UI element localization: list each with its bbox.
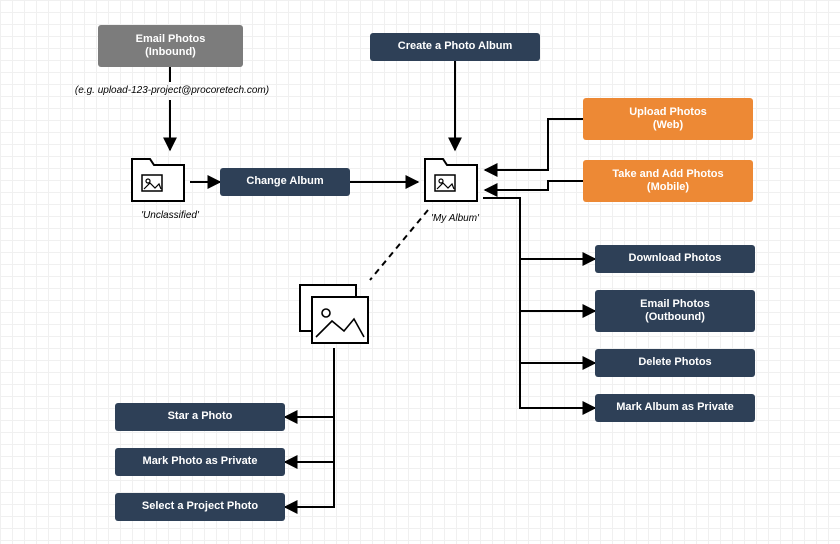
edge-upload-to-folder2 [485, 119, 583, 170]
node-mark-photo-priv: Mark Photo as Private [115, 448, 285, 476]
folder-unclassified-icon [130, 155, 186, 208]
photo-stack-icon [298, 283, 370, 350]
edge-photo-to-markphoto [285, 417, 334, 462]
node-select-project: Select a Project Photo [115, 493, 285, 521]
node-email-outbound: Email Photos(Outbound) [595, 290, 755, 332]
edge-folder2-to-emailout [520, 259, 595, 311]
node-take-mobile: Take and Add Photos(Mobile) [583, 160, 753, 202]
node-star-photo: Star a Photo [115, 403, 285, 431]
edge-folder2-to-markalbum [520, 363, 595, 408]
edge-photo-to-star [285, 348, 334, 417]
node-delete: Delete Photos [595, 349, 755, 377]
node-create-album: Create a Photo Album [370, 33, 540, 61]
node-download: Download Photos [595, 245, 755, 273]
edge-photo-to-select [285, 462, 334, 507]
node-upload-web: Upload Photos(Web) [583, 98, 753, 140]
caption-upload-example: (e.g. upload-123-project@procoretech.com… [72, 85, 272, 96]
edge-folder2-to-delete [520, 311, 595, 363]
node-email-inbound: Email Photos(Inbound) [98, 25, 243, 67]
caption-my-album: 'My Album' [410, 213, 500, 224]
caption-unclassified: 'Unclassified' [115, 210, 225, 221]
edge-folder2-to-download [483, 198, 595, 259]
edge-mobile-to-folder2 [485, 181, 583, 190]
folder-myalbum-icon [423, 155, 479, 208]
node-change-album: Change Album [220, 168, 350, 196]
node-mark-album-priv: Mark Album as Private [595, 394, 755, 422]
